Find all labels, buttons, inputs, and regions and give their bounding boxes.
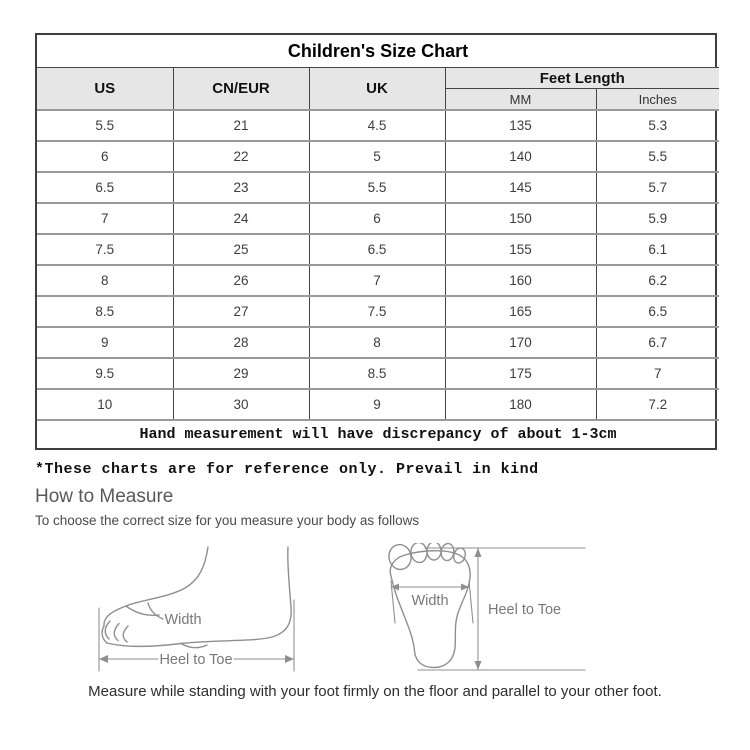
column-header-inches: Inches bbox=[595, 88, 720, 111]
cell-cn-eur: 27 bbox=[172, 295, 310, 328]
cell-mm: 135 bbox=[444, 109, 597, 142]
cell-cn-eur: 29 bbox=[172, 357, 310, 390]
cell-cn-eur: 23 bbox=[172, 171, 310, 204]
table-row: 9.5 29 8.5 175 7 bbox=[37, 357, 720, 390]
column-header-mm: MM bbox=[445, 88, 597, 111]
table-row: 7.5 25 6.5 155 6.1 bbox=[37, 233, 720, 266]
cell-inches: 7 bbox=[595, 357, 720, 390]
cell-inches: 6.2 bbox=[595, 264, 720, 297]
foot-toe-cap bbox=[101, 625, 108, 644]
cell-mm: 145 bbox=[444, 171, 597, 204]
foot-side-view-diagram: Width Heel to Toe bbox=[98, 546, 295, 672]
table-row: 6 22 5 140 5.5 bbox=[37, 140, 720, 173]
table-footnote: Hand measurement will have discrepancy o… bbox=[37, 419, 720, 448]
table-row: 10 30 9 180 7.2 bbox=[37, 388, 720, 421]
cell-uk: 9 bbox=[308, 388, 446, 421]
foot-side-outline bbox=[103, 546, 209, 627]
cell-cn-eur: 21 bbox=[172, 109, 310, 142]
arrowhead-left-icon bbox=[99, 655, 108, 663]
cell-mm: 175 bbox=[444, 357, 597, 390]
foot-toe-crease bbox=[104, 620, 111, 640]
cell-mm: 165 bbox=[444, 295, 597, 328]
cell-uk: 8 bbox=[308, 326, 446, 359]
cell-inches: 7.2 bbox=[595, 388, 720, 421]
cell-us: 8.5 bbox=[37, 295, 174, 328]
cell-mm: 140 bbox=[444, 140, 597, 173]
column-header-uk: UK bbox=[308, 67, 446, 111]
top-length-label: Heel to Toe bbox=[488, 602, 561, 618]
footprint-top-view-diagram: Width Heel to Toe bbox=[388, 543, 586, 671]
cell-us: 7 bbox=[37, 202, 174, 235]
column-header-feet-length: Feet Length bbox=[444, 67, 720, 89]
cell-cn-eur: 24 bbox=[172, 202, 310, 235]
cell-us: 6 bbox=[37, 140, 174, 173]
cell-uk: 5 bbox=[308, 140, 446, 173]
width-guide-left bbox=[390, 580, 396, 624]
cell-inches: 5.3 bbox=[595, 109, 720, 142]
arrowhead-right-icon bbox=[285, 655, 294, 663]
footprint-outline bbox=[389, 550, 471, 669]
table-row: 9 28 8 170 6.7 bbox=[37, 326, 720, 359]
cell-uk: 4.5 bbox=[308, 109, 446, 142]
width-pointer-curve bbox=[147, 602, 164, 620]
column-header-cn-eur: CN/EUR bbox=[172, 67, 310, 111]
width-guide-right bbox=[468, 580, 474, 624]
table-row: 8 26 7 160 6.2 bbox=[37, 264, 720, 297]
cell-mm: 150 bbox=[444, 202, 597, 235]
table-title: Children's Size Chart bbox=[37, 35, 720, 68]
cell-inches: 6.7 bbox=[595, 326, 720, 359]
cell-inches: 5.5 bbox=[595, 140, 720, 173]
cell-us: 7.5 bbox=[37, 233, 174, 266]
cell-us: 5.5 bbox=[37, 109, 174, 142]
measure-instruction-caption: Measure while standing with your foot fi… bbox=[88, 683, 662, 700]
arrowhead-left-icon bbox=[391, 583, 399, 591]
side-length-label: Heel to Toe bbox=[159, 652, 232, 668]
cell-cn-eur: 22 bbox=[172, 140, 310, 173]
cell-inches: 6.1 bbox=[595, 233, 720, 266]
children-size-chart-table: Children's Size Chart US CN/EUR UK Feet … bbox=[35, 33, 720, 450]
cell-us: 9 bbox=[37, 326, 174, 359]
table-row: 6.5 23 5.5 145 5.7 bbox=[37, 171, 720, 204]
how-to-measure-title: How to Measure bbox=[35, 486, 174, 507]
cell-us: 10 bbox=[37, 388, 174, 421]
cell-cn-eur: 30 bbox=[172, 388, 310, 421]
cell-uk: 5.5 bbox=[308, 171, 446, 204]
cell-uk: 6 bbox=[308, 202, 446, 235]
cell-inches: 5.9 bbox=[595, 202, 720, 235]
cell-inches: 6.5 bbox=[595, 295, 720, 328]
cell-us: 6.5 bbox=[37, 171, 174, 204]
cell-mm: 180 bbox=[444, 388, 597, 421]
foot-toe-crease bbox=[113, 622, 120, 642]
cell-uk: 7 bbox=[308, 264, 446, 297]
foot-arch-detail bbox=[180, 642, 208, 649]
cell-cn-eur: 28 bbox=[172, 326, 310, 359]
foot-sole-heel-leg bbox=[106, 546, 292, 648]
table-row: 7 24 6 150 5.9 bbox=[37, 202, 720, 235]
column-header-us: US bbox=[37, 67, 174, 111]
table-row: 8.5 27 7.5 165 6.5 bbox=[37, 295, 720, 328]
cell-cn-eur: 25 bbox=[172, 233, 310, 266]
side-width-label: Width bbox=[164, 612, 201, 628]
top-width-label: Width bbox=[411, 593, 448, 609]
how-to-measure-subtitle: To choose the correct size for you measu… bbox=[35, 513, 420, 528]
cell-cn-eur: 26 bbox=[172, 264, 310, 297]
cell-uk: 6.5 bbox=[308, 233, 446, 266]
reference-note: *These charts are for reference only. Pr… bbox=[35, 461, 539, 478]
arrowhead-up-icon bbox=[474, 548, 482, 557]
cell-us: 9.5 bbox=[37, 357, 174, 390]
cell-uk: 8.5 bbox=[308, 357, 446, 390]
cell-mm: 160 bbox=[444, 264, 597, 297]
cell-mm: 155 bbox=[444, 233, 597, 266]
cell-inches: 5.7 bbox=[595, 171, 720, 204]
cell-uk: 7.5 bbox=[308, 295, 446, 328]
foot-toe-crease bbox=[122, 625, 129, 643]
arrowhead-right-icon bbox=[461, 583, 469, 591]
table-row: 5.5 21 4.5 135 5.3 bbox=[37, 109, 720, 142]
cell-mm: 170 bbox=[444, 326, 597, 359]
arrowhead-down-icon bbox=[474, 661, 482, 670]
cell-us: 8 bbox=[37, 264, 174, 297]
